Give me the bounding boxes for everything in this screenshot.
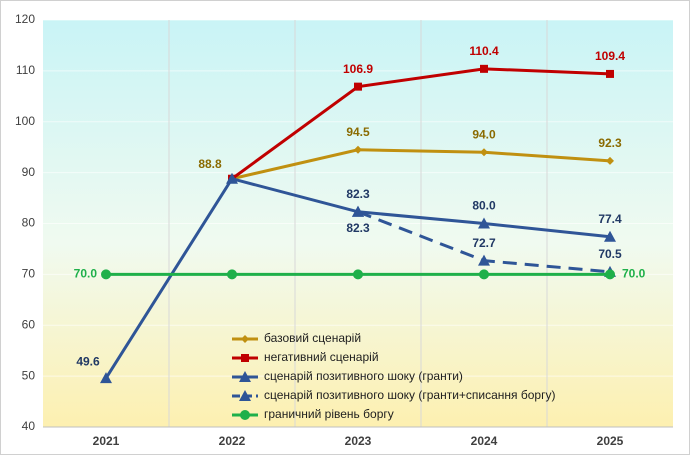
x-tick-label: 2024 [471,434,498,448]
marker [240,410,250,420]
data-label: 88.8 [198,157,222,171]
data-label: 94.0 [472,127,496,141]
y-tick-label: 110 [16,63,35,77]
data-label: 80.0 [472,199,496,213]
marker [239,390,251,401]
marker [239,371,251,382]
x-tick-label: 2022 [219,434,246,448]
legend-label: сценарій позитивного шоку (гранти) [264,369,463,383]
data-label: 92.3 [598,136,622,150]
data-label: 72.7 [472,236,496,250]
data-label: 106.9 [343,62,373,76]
marker [101,269,111,280]
x-tick-label: 2023 [345,434,372,448]
marker [352,205,364,217]
y-tick-label: 70 [22,267,36,281]
series-line [231,67,611,180]
legend-label: негативний сценарій [264,350,379,364]
data-label: 109.4 [595,49,625,63]
marker [478,217,490,229]
legend-label: граничний рівень боргу [264,407,394,421]
data-label: 110.4 [469,44,499,58]
marker [226,172,238,184]
marker [606,69,614,78]
data-label: 82.3 [346,221,370,235]
y-tick-label: 50 [22,368,36,382]
x-tick-label: 2025 [597,434,624,448]
marker [354,145,362,154]
legend: базовий сценарій негативний сценарій сцена… [232,331,555,421]
marker [480,64,488,73]
legend-label: базовий сценарій [264,331,361,345]
marker [227,269,237,280]
data-label: 77.4 [598,212,622,226]
data-label: 70.0 [74,267,98,281]
y-tick-label: 40 [22,419,36,433]
marker [479,269,489,280]
marker [354,82,362,91]
series-line [231,148,611,181]
legend-label: сценарій позитивного шоку (гранти+списан… [264,388,555,402]
data-label: 94.5 [346,125,370,139]
data-label: 82.3 [346,187,370,201]
marker [241,335,249,343]
y-tick-label: 90 [22,165,36,179]
marker [606,156,614,165]
y-tick-label: 100 [15,114,35,128]
y-tick-label: 120 [15,12,35,26]
marker [604,230,616,242]
marker [353,269,363,280]
marker [241,354,249,362]
x-tick-label: 2021 [93,434,120,448]
data-label: 70.5 [598,247,622,261]
marker [478,254,490,266]
marker [100,372,112,384]
data-label: 70.0 [622,267,646,281]
y-tick-label: 80 [22,216,36,230]
marker [480,148,488,157]
marker [605,269,615,280]
data-label: 49.6 [76,354,100,368]
y-tick-label: 60 [22,317,36,331]
